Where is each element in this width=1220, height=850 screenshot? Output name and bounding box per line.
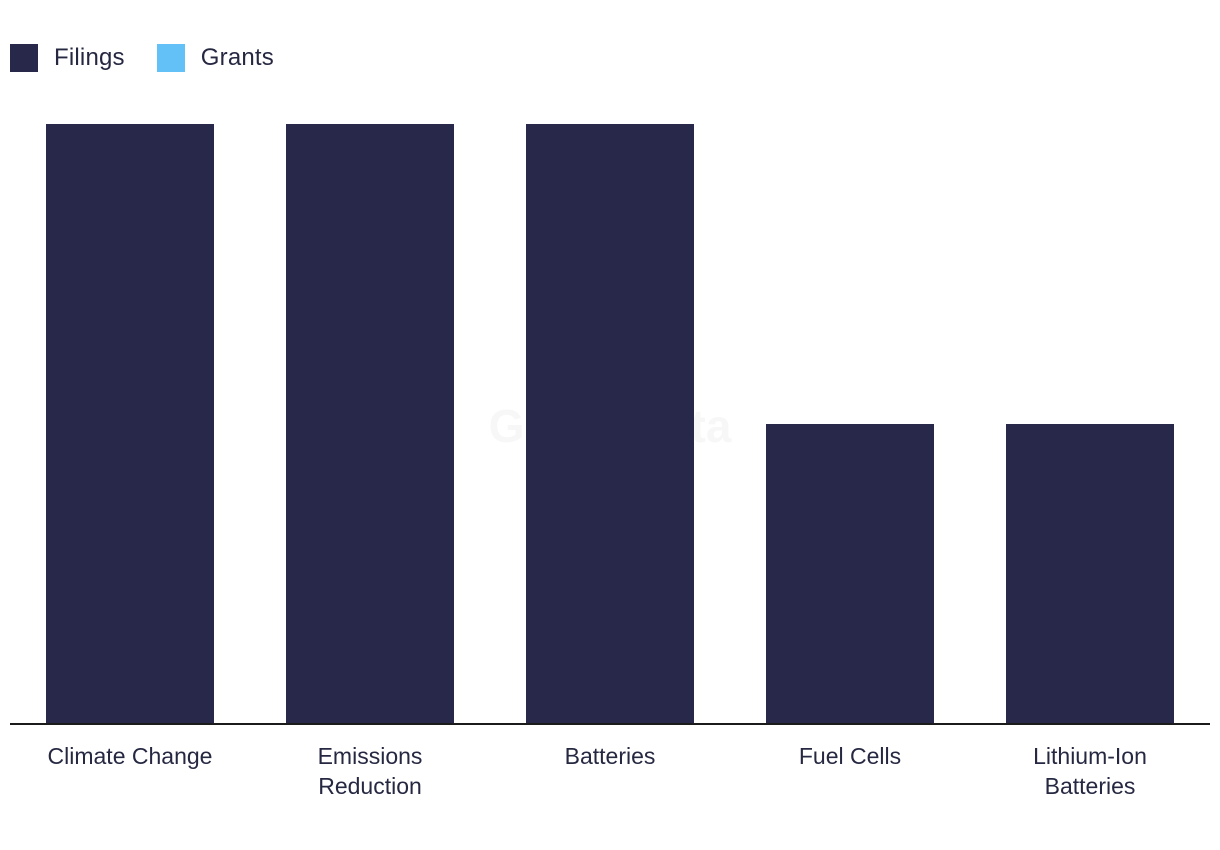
legend-swatch-filings: [10, 44, 38, 72]
x-tick-label-3: Fuel Cells: [799, 743, 901, 769]
bar-filings-0[interactable]: [46, 124, 214, 724]
x-tick-label-line: Batteries: [565, 743, 656, 769]
bar-filings-4[interactable]: [1006, 424, 1174, 724]
x-tick-label-line: Fuel Cells: [799, 743, 901, 769]
x-tick-label-1: Emissions Reduction: [318, 743, 423, 799]
bar-filings-3[interactable]: [766, 424, 934, 724]
x-tick-label-line: Lithium-Ion: [1033, 743, 1147, 769]
legend-item-grants[interactable]: Grants: [156, 44, 274, 72]
legend-label-filings: Filings: [54, 44, 125, 71]
x-tick-label-0: Climate Change: [48, 743, 213, 769]
x-tick-label-line: Batteries: [1045, 773, 1136, 799]
bars-group: [46, 124, 1174, 724]
x-tick-label-2: Batteries: [565, 743, 656, 769]
bar-filings-2[interactable]: [526, 124, 694, 724]
x-tick-label-4: Lithium-Ion Batteries: [1033, 743, 1147, 799]
legend: Filings Grants: [10, 42, 306, 74]
legend-label-grants: Grants: [200, 44, 274, 71]
legend-swatch-grants: [156, 44, 185, 72]
bar-filings-1[interactable]: [286, 124, 454, 724]
x-tick-label-line: Reduction: [318, 773, 422, 799]
x-tick-label-line: Emissions: [318, 743, 423, 769]
x-tick-label-line: Climate Change: [48, 743, 213, 769]
x-tick-labels: Climate Change Emissions Reduction Batterie…: [48, 743, 1147, 799]
legend-item-filings[interactable]: Filings: [10, 44, 125, 72]
